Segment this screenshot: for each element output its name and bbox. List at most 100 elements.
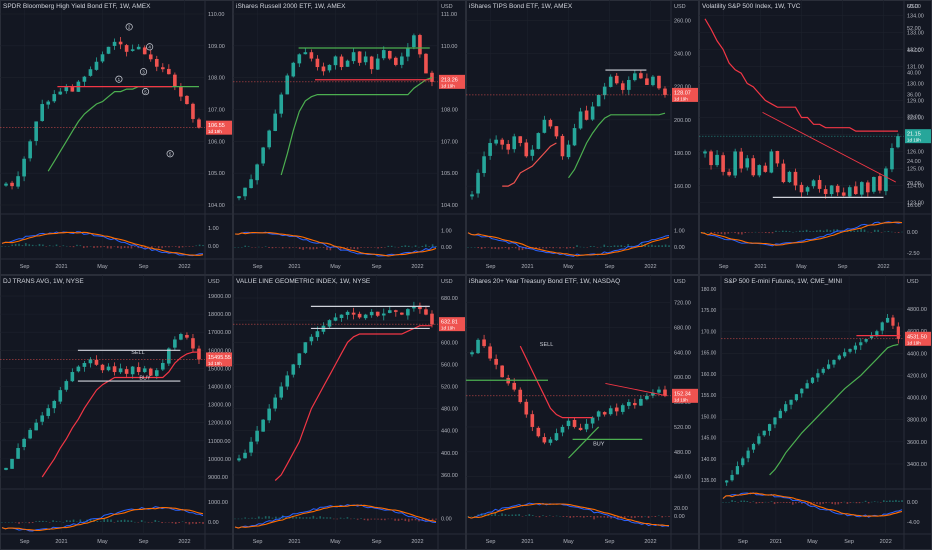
y-tick-label: 400.00 <box>441 451 458 457</box>
histogram-bar <box>28 522 31 524</box>
y-tick-label: 4800.00 <box>907 307 927 313</box>
candle-body <box>500 365 504 378</box>
histogram-bar <box>89 519 92 522</box>
candle-body <box>476 172 480 194</box>
histogram-bar <box>353 518 356 519</box>
histogram-bar <box>576 516 578 518</box>
histogram-bar <box>525 515 527 516</box>
chart-title: SPDR Bloomberg High Yield Bond ETF, 1W, … <box>3 3 151 10</box>
candle-body <box>406 309 410 316</box>
signal-line <box>1 506 204 532</box>
histogram-bar <box>770 501 773 502</box>
histogram-bar <box>855 502 858 504</box>
candle-body <box>751 443 756 450</box>
histogram-bar <box>278 517 281 519</box>
histogram-bar <box>151 522 153 523</box>
histogram-bar <box>353 247 356 250</box>
chart-panel[interactable]: 360.00 400.00 440.00 480.00 520.00 560.00 600.… <box>233 275 466 550</box>
histogram-bar <box>52 245 54 247</box>
histogram-bar <box>724 232 726 235</box>
histogram-bar <box>890 231 893 233</box>
histogram-bar <box>397 247 400 248</box>
histogram-bar <box>319 516 321 519</box>
chart-panel[interactable]: 123.00124.00125.00126.00127.00128.00129.… <box>699 0 932 275</box>
histogram-bar <box>384 518 386 521</box>
histogram-bar <box>846 502 849 504</box>
histogram-bar <box>181 521 184 522</box>
histogram-bar <box>164 522 167 523</box>
histogram-bar <box>174 522 177 524</box>
histogram-bar <box>25 521 27 523</box>
histogram-bar <box>350 247 352 249</box>
trendline[interactable] <box>605 382 667 397</box>
y-tick-label: 4400.00 <box>907 351 927 357</box>
last-price-tag <box>905 129 931 144</box>
histogram-bar <box>583 246 585 248</box>
chart-panel[interactable]: 104.00 105.00 106.00 107.00 108.00 109.00 110.… <box>0 0 233 275</box>
histogram-bar <box>25 243 27 247</box>
chart-panel[interactable]: 9000.00 10000.00 11000.00 12000.00 13000.00 1… <box>0 275 233 550</box>
histogram-bar <box>813 502 815 504</box>
histogram-bar <box>356 247 359 250</box>
histogram-bar <box>154 519 157 522</box>
candle-body <box>369 56 374 70</box>
candle-body <box>757 436 761 444</box>
candle-body <box>608 76 613 87</box>
chart-panel[interactable]: 104.00105.00107.00108.00109.00110.00111.… <box>233 0 466 275</box>
chart-panel[interactable]: 3400.00 3600.00 3800.00 4000.00 4200.00 4400.… <box>699 275 932 550</box>
histogram-bar <box>480 247 483 250</box>
histogram-bar <box>494 247 497 249</box>
chart-title: DJ TRANS AVG, 1W, NYSE <box>3 278 84 285</box>
stop-line <box>704 18 898 132</box>
histogram-bar <box>268 516 270 519</box>
histogram-bar <box>579 516 582 518</box>
histogram-bar <box>288 247 291 249</box>
histogram-bar <box>593 246 595 247</box>
histogram-bar <box>367 518 369 521</box>
last-price-countdown: 1d 19h <box>674 96 688 101</box>
histogram-bar <box>275 247 277 248</box>
histogram-bar <box>42 244 44 247</box>
histogram-bar <box>315 247 318 249</box>
histogram-bar <box>72 519 75 522</box>
candle-body <box>805 383 809 389</box>
candle-body <box>273 397 278 409</box>
histogram-bar <box>198 522 201 524</box>
x-tick-label: 2022 <box>411 264 423 270</box>
y-tick-label: 123.00 <box>907 200 924 206</box>
histogram-bar <box>886 500 888 502</box>
candle-body <box>333 317 338 321</box>
histogram-bar <box>65 520 68 522</box>
histogram-bar <box>548 515 551 516</box>
histogram-bar <box>850 230 852 232</box>
y-tick-label: 520.00 <box>674 425 691 431</box>
histogram-bar <box>710 232 713 234</box>
chart-panel[interactable]: 160.00 180.00 200.00 220.00 240.00 260.00 Sep 2… <box>466 0 699 275</box>
x-tick-label: Sep <box>253 264 263 270</box>
y-tick-label: 600.00 <box>441 340 458 346</box>
y-tick-label: 720.00 <box>674 301 691 307</box>
candle-body <box>261 147 265 164</box>
candle-body <box>273 113 278 131</box>
candle-body <box>620 405 625 412</box>
histogram-bar <box>38 520 41 522</box>
chart-panel[interactable]: 440.00 480.00 520.00 560.00 600.00 640.00 680.… <box>466 275 699 550</box>
histogram-bar <box>831 502 834 504</box>
histogram-bar <box>596 516 599 518</box>
left-y-tick-label: 145.00 <box>701 436 717 442</box>
histogram-bar <box>35 245 37 247</box>
histogram-bar <box>428 518 430 520</box>
histogram-bar <box>302 247 304 250</box>
candle-body <box>794 394 799 401</box>
histogram-bar <box>76 521 78 523</box>
histogram-bar <box>198 244 201 247</box>
candle-body <box>584 110 589 120</box>
y-tick-label: 440.00 <box>441 429 458 435</box>
candle-body <box>891 317 895 326</box>
last-price-tag <box>672 87 698 102</box>
histogram-bar <box>254 518 257 519</box>
wave-marker-label: 1 <box>118 77 121 82</box>
trendline[interactable] <box>762 111 897 183</box>
x-tick-label: 2022 <box>644 539 656 545</box>
histogram-bar <box>130 246 133 249</box>
